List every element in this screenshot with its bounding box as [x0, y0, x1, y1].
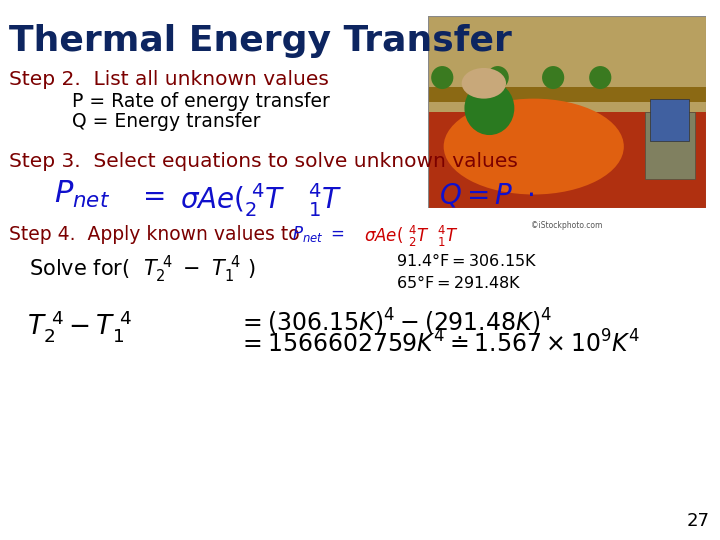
Text: P = Rate of energy transfer: P = Rate of energy transfer: [72, 92, 330, 111]
Text: Step 3.  Select equations to solve unknown values: Step 3. Select equations to solve unknow…: [9, 152, 518, 171]
Text: $P_{net}\ =$: $P_{net}\ =$: [292, 224, 344, 244]
Ellipse shape: [431, 66, 454, 89]
Text: Step 4.  Apply known values to: Step 4. Apply known values to: [9, 225, 300, 244]
Ellipse shape: [589, 66, 611, 89]
Text: Q = Energy transfer: Q = Energy transfer: [72, 112, 261, 131]
FancyBboxPatch shape: [650, 99, 689, 141]
Text: 27: 27: [686, 512, 709, 530]
Ellipse shape: [487, 66, 509, 89]
FancyBboxPatch shape: [428, 16, 706, 122]
Ellipse shape: [444, 99, 624, 194]
Text: $= (306.15K)^{4} - (291.48K)^{4}$: $= (306.15K)^{4} - (291.48K)^{4}$: [238, 307, 552, 337]
Text: $\sigma A e(^{\ 4}_{2}T\ \ \ ^{4}_{1}T$: $\sigma A e(^{\ 4}_{2}T\ \ \ ^{4}_{1}T$: [180, 181, 343, 219]
Text: $\sigma A e(\ ^{4}_{2}T\ \ ^{4}_{1}T$: $\sigma A e(\ ^{4}_{2}T\ \ ^{4}_{1}T$: [364, 224, 458, 249]
Text: Step 2.  List all unknown values: Step 2. List all unknown values: [9, 70, 328, 89]
Text: Thermal Energy Transfer: Thermal Energy Transfer: [9, 24, 511, 58]
Text: $65°\mathrm{F} = 291.48\mathrm{K}$: $65°\mathrm{F} = 291.48\mathrm{K}$: [396, 274, 522, 291]
Text: $\mathrm{Solve\ for(}\ \ T_2^{\ 4}\ -\ T_1^{\ 4}\ \mathrm{)}$: $\mathrm{Solve\ for(}\ \ T_2^{\ 4}\ -\ T…: [29, 254, 255, 285]
Text: $= 1566602759K^{4} \doteq 1.567 \times 10^9 K^4$: $= 1566602759K^{4} \doteq 1.567 \times 1…: [238, 330, 640, 357]
FancyBboxPatch shape: [428, 87, 706, 103]
Text: $T_2^{\ 4} - T_1^{\ 4}$: $T_2^{\ 4} - T_1^{\ 4}$: [27, 308, 133, 344]
FancyBboxPatch shape: [644, 112, 695, 179]
Text: $=$: $=$: [137, 182, 165, 209]
Text: $Q = P\ \cdot$: $Q = P\ \cdot$: [439, 182, 534, 210]
Circle shape: [462, 68, 506, 99]
Text: ©iStockphoto.com: ©iStockphoto.com: [531, 221, 603, 231]
FancyBboxPatch shape: [428, 112, 706, 208]
Ellipse shape: [542, 66, 564, 89]
Text: $P_{net}$: $P_{net}$: [54, 179, 110, 211]
Text: $91.4°\mathrm{F} = 306.15\mathrm{K}$: $91.4°\mathrm{F} = 306.15\mathrm{K}$: [396, 252, 537, 269]
Ellipse shape: [464, 82, 514, 135]
